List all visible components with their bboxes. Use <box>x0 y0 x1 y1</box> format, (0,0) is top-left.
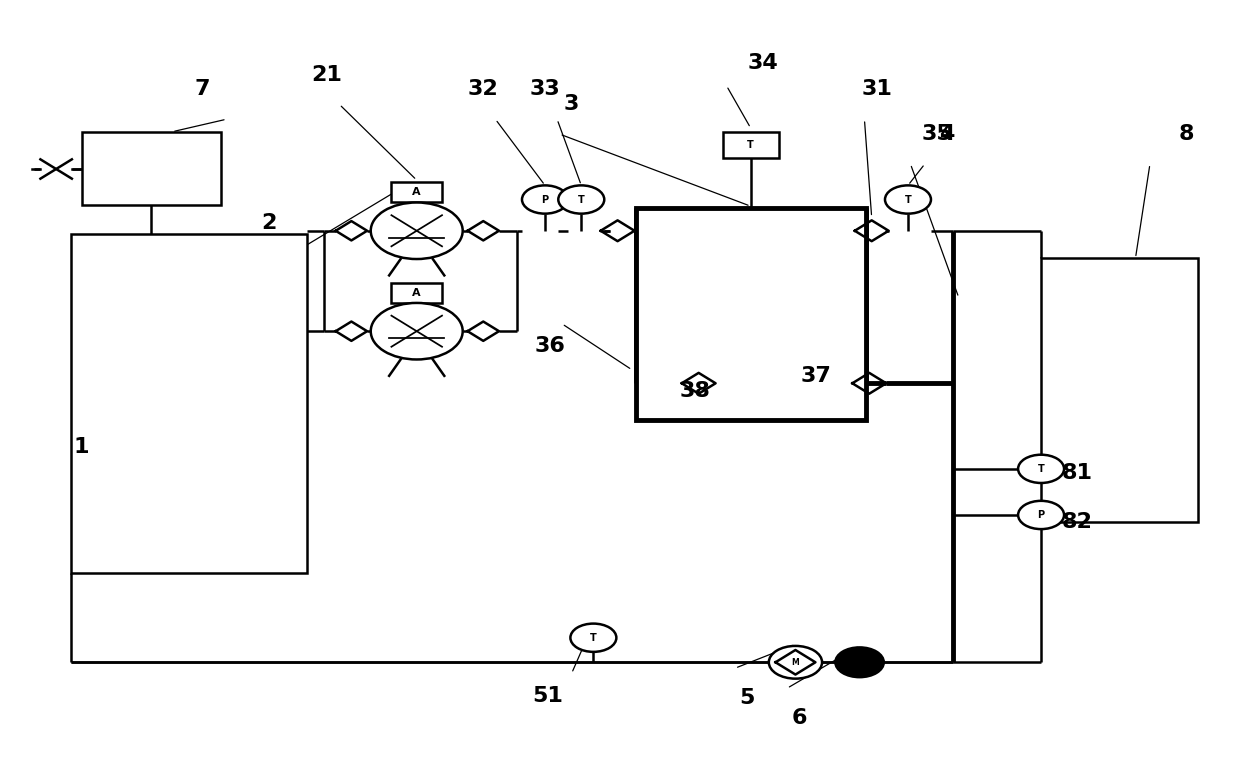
Text: 2: 2 <box>262 214 277 233</box>
Circle shape <box>1018 501 1064 529</box>
Text: M: M <box>791 658 800 666</box>
Circle shape <box>522 186 568 214</box>
Text: 31: 31 <box>861 80 892 99</box>
Text: P: P <box>1038 510 1044 520</box>
Circle shape <box>371 203 463 259</box>
Circle shape <box>570 624 616 652</box>
Text: 32: 32 <box>467 80 498 99</box>
Text: 38: 38 <box>680 381 711 401</box>
Text: 21: 21 <box>311 64 342 84</box>
Bar <box>392 183 443 203</box>
Text: 3: 3 <box>564 94 579 115</box>
Bar <box>82 132 221 204</box>
Text: T: T <box>1038 464 1044 474</box>
Text: 34: 34 <box>748 53 779 74</box>
Text: P: P <box>542 194 548 204</box>
Circle shape <box>769 646 822 679</box>
Text: 4: 4 <box>939 124 955 144</box>
Circle shape <box>558 186 604 214</box>
Bar <box>636 208 866 420</box>
Text: 5: 5 <box>739 688 755 708</box>
Text: T: T <box>905 194 911 204</box>
Text: 7: 7 <box>195 80 211 99</box>
Text: A: A <box>413 187 422 197</box>
Text: 81: 81 <box>1061 463 1092 482</box>
Bar <box>1042 259 1198 522</box>
Text: A: A <box>413 288 422 298</box>
Text: 37: 37 <box>801 366 832 386</box>
Circle shape <box>885 186 931 214</box>
Text: T: T <box>590 632 596 642</box>
Bar <box>723 132 779 158</box>
Text: T: T <box>748 140 754 150</box>
Circle shape <box>836 647 884 677</box>
Text: 6: 6 <box>791 708 807 728</box>
Text: 82: 82 <box>1061 512 1092 533</box>
Bar <box>392 283 443 303</box>
Circle shape <box>371 303 463 359</box>
Circle shape <box>1018 454 1064 483</box>
Text: 1: 1 <box>74 437 89 457</box>
Text: 8: 8 <box>1178 124 1194 144</box>
Text: T: T <box>578 194 584 204</box>
Text: 35: 35 <box>921 124 952 144</box>
Text: 36: 36 <box>534 336 565 356</box>
Text: 33: 33 <box>529 80 560 99</box>
Text: 51: 51 <box>532 686 563 706</box>
Bar <box>71 235 306 573</box>
